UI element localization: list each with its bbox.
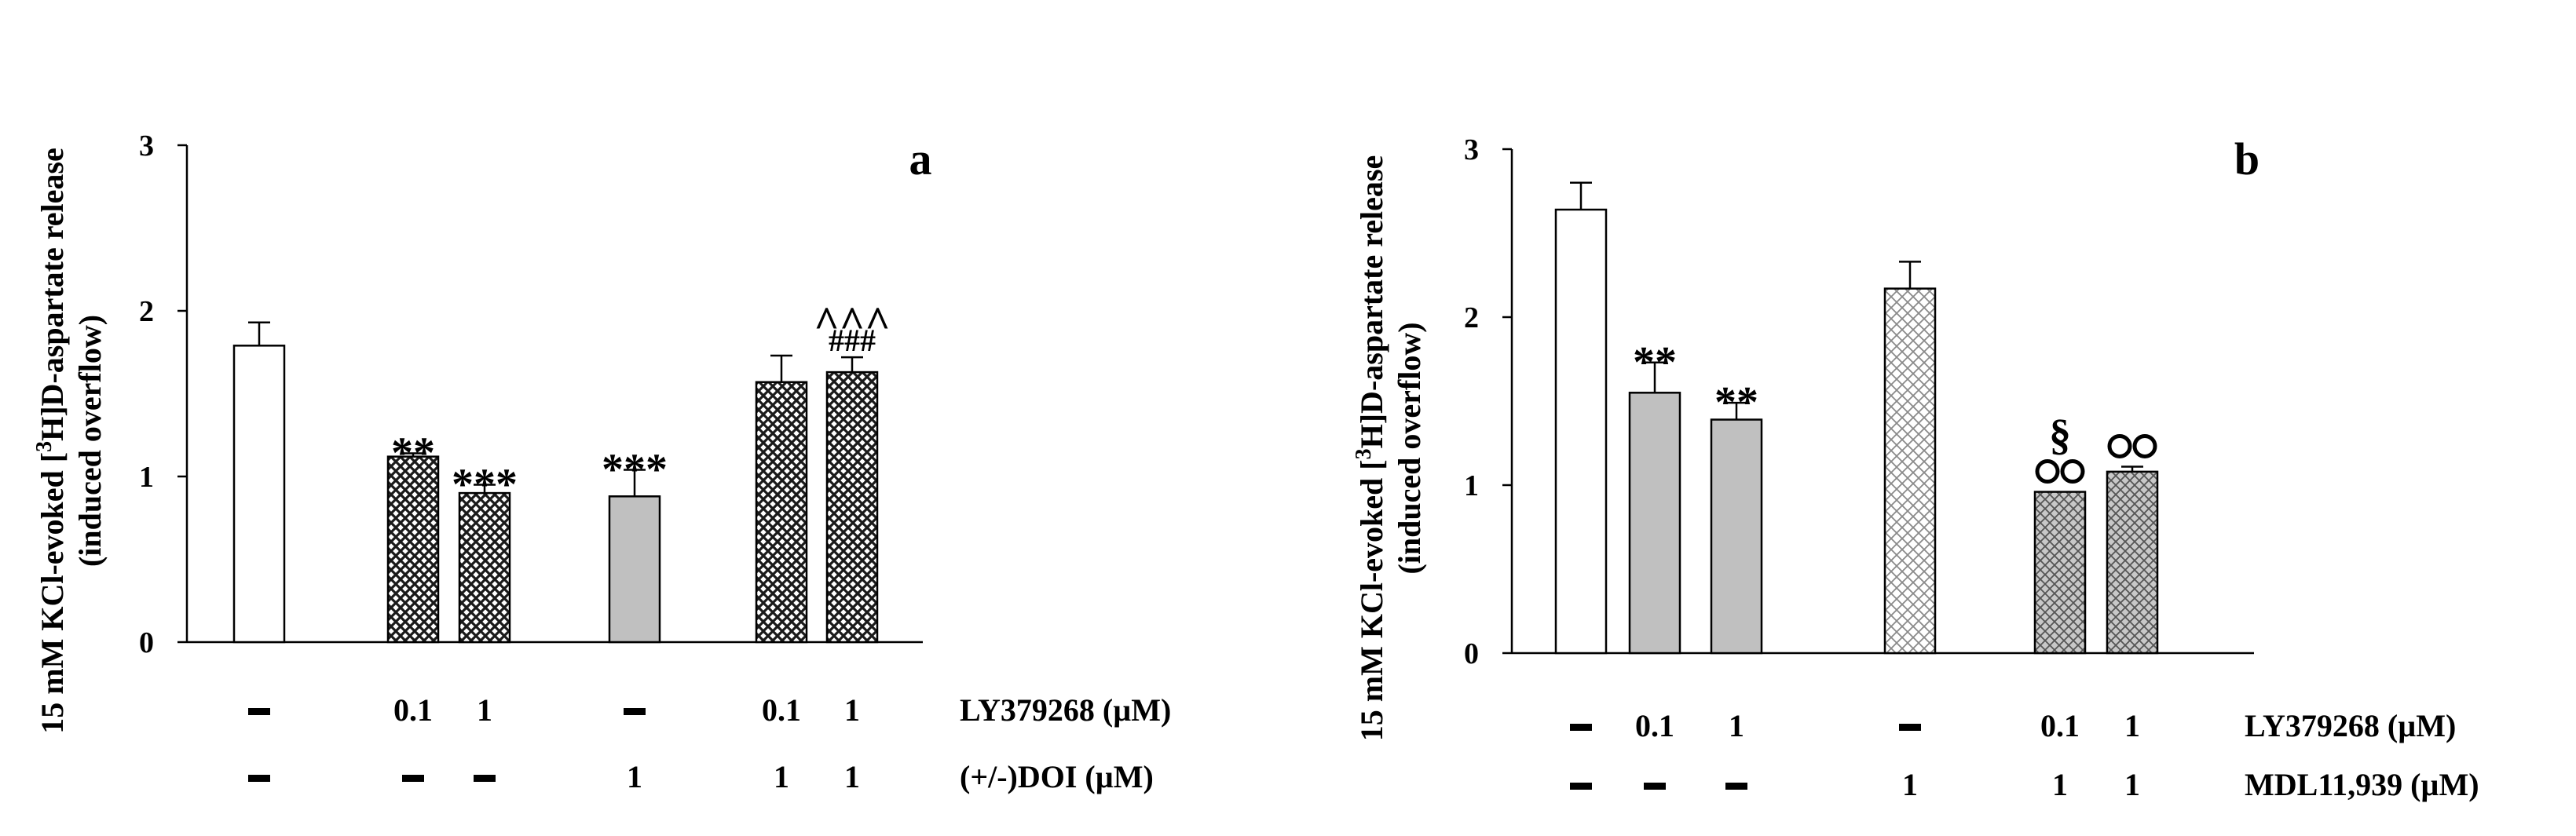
condition-value: 0.1: [2040, 708, 2080, 743]
y-tick-label: 2: [139, 295, 154, 328]
condition-value: 1: [774, 759, 789, 794]
condition-dash: [1725, 783, 1747, 790]
condition-value: ▬: [1581, 736, 1582, 737]
sig-label: ***: [602, 446, 668, 495]
condition-row-label: MDL11,939 (µM): [2245, 767, 2479, 802]
condition-value: 0.1: [762, 692, 801, 728]
sig-label: **: [391, 429, 435, 477]
sig-label: **: [1633, 338, 1677, 387]
sig-label: **: [1714, 378, 1758, 427]
condition-dash: [474, 775, 496, 782]
condition-value: ▬: [413, 787, 414, 788]
condition-value: 0.1: [393, 692, 433, 728]
condition-dash: [1570, 724, 1592, 731]
bar: [1710, 418, 1763, 655]
y-tick-label: 0: [1464, 637, 1479, 670]
sig-label-2: §: [2049, 411, 2071, 460]
condition-value: 1: [1902, 767, 1918, 802]
y-axis-label: 15 mM KCl-evoked [3H]D-aspartate release: [32, 148, 71, 733]
condition-dash: [1570, 783, 1592, 790]
y-tick-label: 0: [139, 626, 154, 659]
bar: [2106, 470, 2159, 655]
condition-value: 1: [477, 692, 492, 728]
bar: [232, 345, 286, 644]
condition-row-label: LY379268 (µM): [2245, 708, 2456, 743]
condition-dash: [1644, 783, 1666, 790]
y-tick-label: 2: [1464, 301, 1479, 334]
sig-circle: [2060, 459, 2085, 484]
bar: [1883, 287, 1937, 655]
condition-value: ▬: [1581, 794, 1582, 796]
bar: [2033, 491, 2087, 655]
y-axis-label-line2: (induced overflow): [1392, 322, 1427, 574]
condition-value: ▬: [1910, 736, 1911, 737]
condition-value: ▬: [1736, 794, 1737, 796]
sig-label: ***: [452, 461, 518, 509]
condition-value: 1: [844, 759, 860, 794]
panel-b: 0 1 2 3 15 mM KCl-evoked [3H]D-aspartate rel…: [1352, 133, 2479, 802]
bar: [458, 491, 511, 644]
condition-value: ▬: [1655, 794, 1656, 796]
sig-circle: [2132, 433, 2157, 458]
y-tick-label: 3: [1464, 133, 1479, 166]
y-tick-label: 3: [139, 130, 154, 162]
panel-a: 0 1 2 3 15 mM KCl-evoked [3H]D-aspartate rel…: [32, 130, 1172, 794]
panel-label: a: [909, 133, 932, 184]
condition-value: 1: [627, 759, 642, 794]
bar: [608, 495, 661, 644]
bar: [386, 455, 440, 644]
condition-value: 1: [844, 692, 860, 728]
panel-label: b: [2234, 133, 2259, 184]
condition-dash: [624, 708, 646, 715]
bar: [755, 381, 808, 644]
condition-dash: [1899, 724, 1921, 731]
condition-value: 1: [2124, 708, 2140, 743]
condition-row-label: LY379268 (µM): [960, 692, 1171, 728]
condition-value: 1: [1729, 708, 1744, 743]
condition-dash: [248, 708, 270, 715]
sig-label: ###: [829, 323, 876, 358]
condition-value: 1: [2052, 767, 2068, 802]
condition-dash: [248, 775, 270, 782]
sig-circle: [2107, 433, 2132, 458]
sig-circle: [2035, 459, 2060, 484]
condition-row-label: (+/-)DOI (µM): [960, 759, 1154, 794]
sig-label-2: ^^^: [814, 298, 891, 347]
condition-value: 0.1: [1635, 708, 1674, 743]
condition-value: ▬: [259, 787, 260, 788]
y-tick-label: 1: [139, 461, 154, 494]
y-axis-label: 15 mM KCl-evoked [3H]D-aspartate release: [1352, 155, 1390, 741]
bar: [825, 371, 879, 644]
y-axis-label-line2: (induced overflow): [72, 315, 108, 567]
condition-value: 1: [2124, 767, 2140, 802]
condition-value: ▬: [259, 720, 260, 721]
condition-dash: [402, 775, 424, 782]
y-tick-label: 1: [1464, 469, 1479, 502]
bar: [1554, 208, 1608, 655]
bar: [1628, 392, 1681, 655]
